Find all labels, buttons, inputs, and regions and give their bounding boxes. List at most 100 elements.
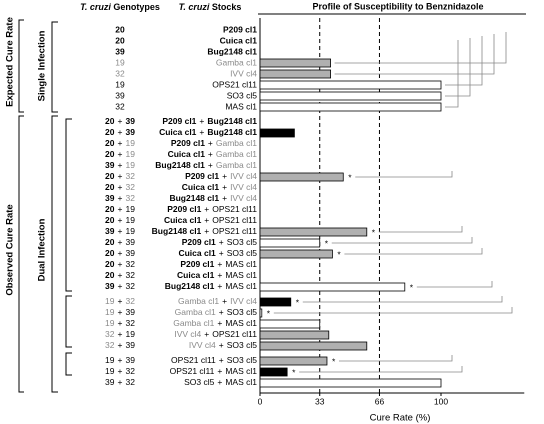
stock: Bug2148 cl1 bbox=[207, 127, 257, 137]
stock: Gamba cl1 bbox=[216, 160, 257, 170]
joiner: + bbox=[118, 116, 123, 126]
stock-label: Cuica cl1 + IVV cl4 bbox=[182, 182, 257, 192]
stock-label: Cuica cl1 + SO3 cl5 bbox=[178, 248, 257, 258]
stock-label: Cuica cl1 + OPS21 cl11 bbox=[164, 215, 257, 225]
joiner: + bbox=[204, 226, 209, 236]
stock: IVV cl4 bbox=[230, 182, 257, 192]
genotype-label: 20 +39 bbox=[105, 237, 135, 247]
bar bbox=[259, 227, 368, 237]
stock: SO3 cl5 bbox=[184, 377, 215, 387]
genotype: 20 bbox=[105, 237, 115, 247]
connector bbox=[445, 38, 471, 97]
joiner: + bbox=[199, 127, 204, 137]
stocks-header: T. cruzi Stocks bbox=[179, 2, 242, 12]
stock: MAS cl1 bbox=[225, 281, 257, 291]
stock: Gamba cl1 bbox=[216, 138, 257, 148]
stock: Bug2148 cl1 bbox=[165, 281, 215, 291]
connector bbox=[378, 226, 463, 233]
joiner: + bbox=[204, 204, 209, 214]
stock: SO3 cl5 bbox=[227, 307, 258, 317]
joiner: + bbox=[118, 215, 123, 225]
genotype: 20 bbox=[105, 204, 115, 214]
stock-label: Cuica cl1 + Bug2148 cl1 bbox=[159, 127, 257, 137]
joiner: + bbox=[118, 318, 123, 328]
genotype: 32 bbox=[125, 281, 135, 291]
joiner: + bbox=[118, 340, 123, 350]
genotype-label: 20 +39 bbox=[105, 116, 135, 126]
stock-label: OPS21 cl11 + MAS cl1 bbox=[170, 366, 258, 376]
genotype: 39 bbox=[125, 127, 135, 137]
genotype-label: 39 +19 bbox=[105, 160, 135, 170]
genotype-label: 19 bbox=[115, 57, 125, 67]
stock: P209 cl1 bbox=[167, 204, 201, 214]
stock: P209 cl1 bbox=[162, 116, 196, 126]
stock-label: IVV cl4 + OPS21 cl11 bbox=[174, 329, 257, 339]
stock: MAS cl1 bbox=[225, 377, 257, 387]
connector bbox=[331, 237, 473, 244]
joiner: + bbox=[118, 355, 123, 365]
stock: MAS cl1 bbox=[225, 259, 257, 269]
bracket bbox=[65, 118, 72, 292]
genotype: 19 bbox=[125, 138, 135, 148]
genotype: 20 bbox=[105, 116, 115, 126]
joiner: + bbox=[118, 127, 123, 137]
joiner: + bbox=[118, 138, 123, 148]
bar bbox=[259, 367, 288, 377]
genotype-label: 20 +32 bbox=[105, 182, 135, 192]
joiner: + bbox=[118, 307, 123, 317]
stock-label: P209 cl1 bbox=[223, 24, 257, 34]
genotype: 39 bbox=[105, 193, 115, 203]
stock: MAS cl1 bbox=[225, 270, 257, 280]
joiner: + bbox=[219, 355, 224, 365]
joiner: + bbox=[118, 237, 123, 247]
joiner: + bbox=[118, 270, 123, 280]
genotype: 39 bbox=[105, 377, 115, 387]
bar bbox=[259, 341, 368, 351]
stock-label: Bug2148 cl1 + Gamba cl1 bbox=[155, 160, 257, 170]
joiner: + bbox=[217, 281, 222, 291]
bar bbox=[259, 308, 263, 318]
bar bbox=[259, 282, 406, 292]
value-label: * bbox=[325, 238, 329, 248]
joiner: + bbox=[219, 237, 224, 247]
stock-label: Cuica cl1 + Gamba cl1 bbox=[168, 149, 258, 159]
group-label: Single Infection bbox=[37, 30, 48, 101]
chart-title: Profile of Susceptibility to Benznidazol… bbox=[312, 1, 483, 11]
stock-label: Cuica cl1 bbox=[220, 35, 258, 45]
genotype: 32 bbox=[125, 193, 135, 203]
x-tick-label: 0 bbox=[258, 396, 263, 406]
stock-label: Gamba cl1 + SO3 cl5 bbox=[175, 307, 258, 317]
group-label: Dual Infection bbox=[37, 218, 48, 281]
stock: IVV cl4 bbox=[174, 329, 201, 339]
genotype: 39 bbox=[105, 281, 115, 291]
joiner: + bbox=[199, 116, 204, 126]
joiner: + bbox=[222, 171, 227, 181]
bar bbox=[259, 356, 328, 366]
genotypes-header: T. cruzi Genotypes bbox=[80, 2, 160, 12]
joiner: + bbox=[219, 248, 224, 258]
bracket bbox=[18, 115, 24, 393]
genotype-label: 39 +32 bbox=[105, 377, 135, 387]
genotype: 19 bbox=[105, 296, 115, 306]
genotype: 20 bbox=[105, 270, 115, 280]
joiner: + bbox=[222, 296, 227, 306]
connector bbox=[416, 281, 493, 288]
genotype: 19 bbox=[125, 149, 135, 159]
genotype: 19 bbox=[105, 366, 115, 376]
genotype-label: 32 bbox=[115, 68, 125, 78]
genotype-label: 32 +19 bbox=[105, 329, 135, 339]
joiner: + bbox=[208, 160, 213, 170]
genotype: 32 bbox=[125, 270, 135, 280]
bar bbox=[259, 238, 321, 248]
stock: P209 cl1 bbox=[180, 259, 214, 269]
joiner: + bbox=[118, 171, 123, 181]
bracket bbox=[51, 21, 58, 113]
joiner: + bbox=[118, 377, 123, 387]
stock-label: P209 cl1 + Gamba cl1 bbox=[171, 138, 257, 148]
joiner: + bbox=[118, 248, 123, 258]
genotype: 32 bbox=[125, 318, 135, 328]
genotype: 32 bbox=[125, 377, 135, 387]
stock-label: IVV cl4 bbox=[230, 68, 257, 78]
stock-label: OPS21 cl11 + SO3 cl5 bbox=[171, 355, 257, 365]
